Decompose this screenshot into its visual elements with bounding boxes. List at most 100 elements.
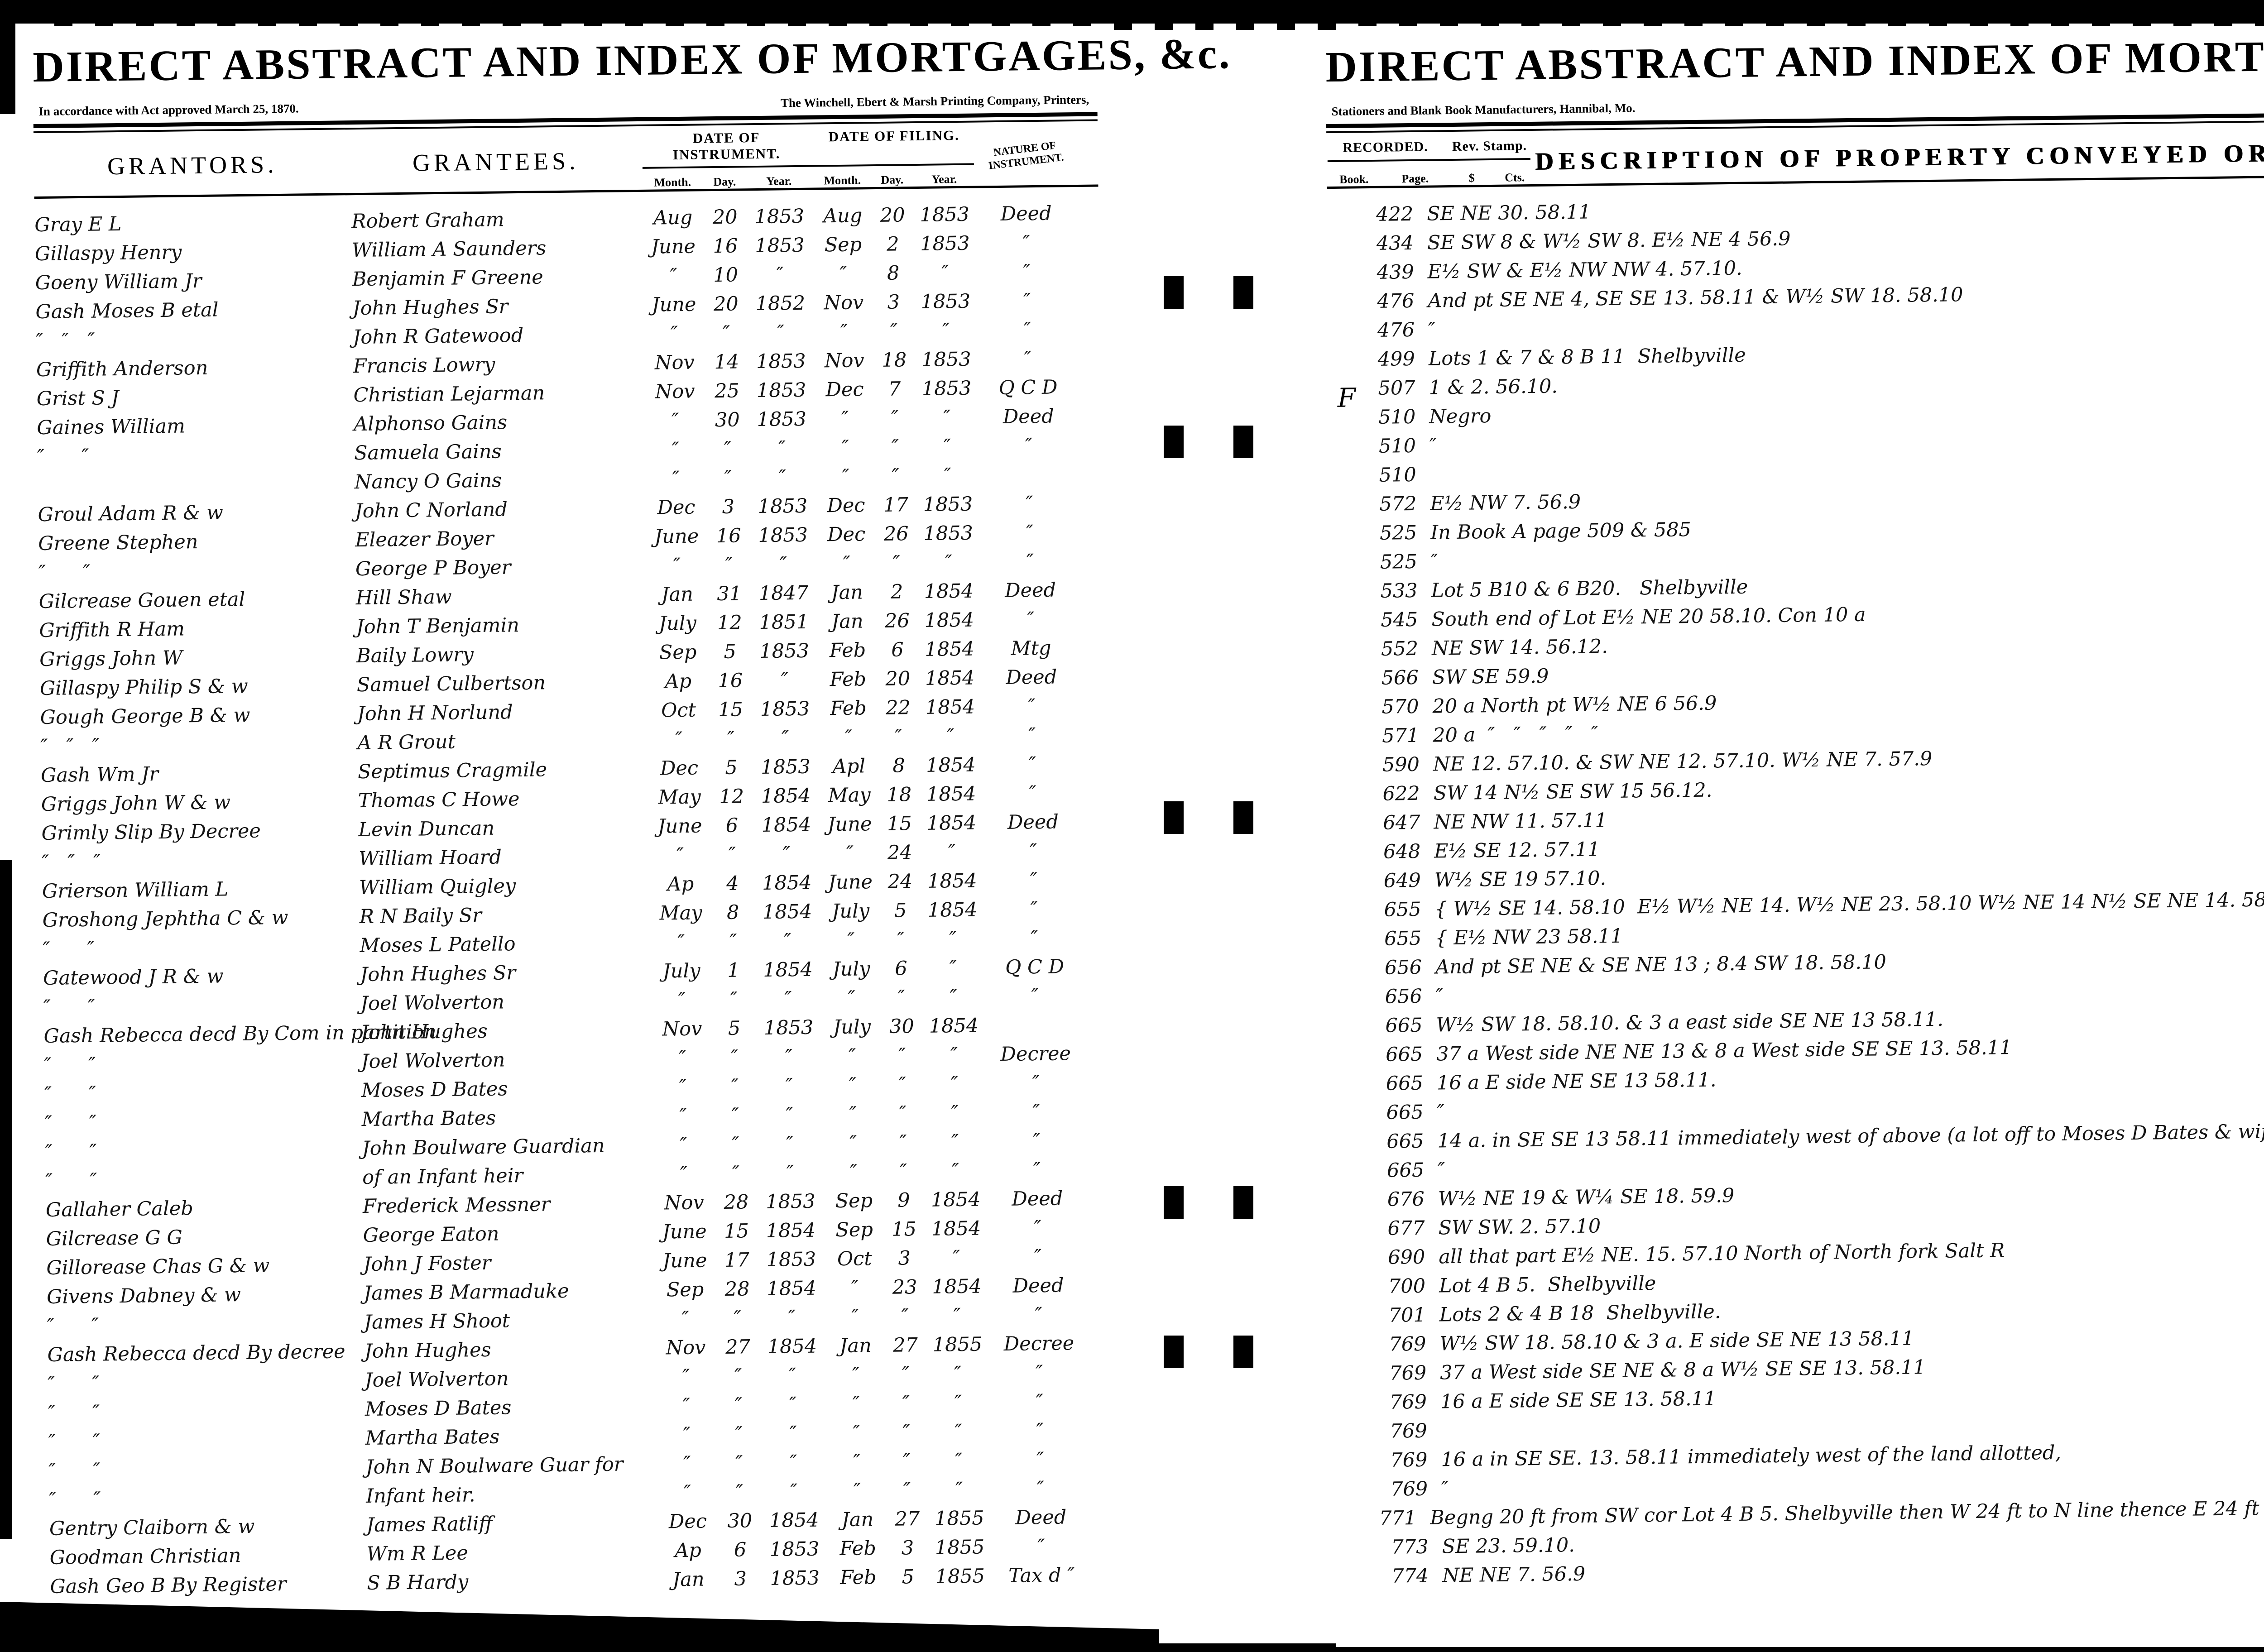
grantee-name: Samuela Gains <box>354 440 502 465</box>
filing-day: 15 <box>891 1218 917 1241</box>
record-page-number: 665 <box>1385 1043 1423 1066</box>
nature-of-instrument: ″ <box>1024 347 1032 370</box>
filing-month: Sep <box>824 233 862 257</box>
record-page-number: 571 <box>1381 724 1420 747</box>
grantee-name: Hill Shaw <box>355 585 452 610</box>
punch-mark <box>1164 276 1184 309</box>
grantee-name: John Hughes Sr <box>360 962 516 986</box>
instrument-year: ″ <box>790 1451 797 1474</box>
scan-top-edge <box>0 0 2264 24</box>
filing-year: 1854 <box>925 695 975 719</box>
record-page-number: 572 <box>1379 492 1417 516</box>
column-header-date-filing: DATE OF FILING. <box>828 127 959 145</box>
instrument-year: 1853 <box>757 407 807 431</box>
filing-day: 20 <box>880 204 905 227</box>
record-page-number: 769 <box>1389 1390 1427 1414</box>
record-page-number: 622 <box>1382 782 1420 805</box>
instrument-month: Nov <box>654 351 695 374</box>
instrument-year: 1852 <box>755 292 806 316</box>
filing-year: ″ <box>955 1449 963 1472</box>
filing-month: ″ <box>841 407 849 430</box>
nature-of-instrument: Deed <box>1007 810 1059 834</box>
instrument-year: ″ <box>778 437 786 460</box>
grantor-name: ″ ″ ″ <box>41 850 101 874</box>
grantee-name: Wm R Lee <box>366 1542 469 1566</box>
nature-of-instrument: Deed <box>1002 405 1054 428</box>
grantor-name: Gillaspy Henry <box>34 241 182 266</box>
nature-of-instrument: Decree <box>1003 1332 1074 1355</box>
instrument-month: ″ <box>672 438 680 461</box>
punch-mark <box>1164 801 1184 834</box>
filing-year: 1854 <box>932 1275 982 1298</box>
grantee-name: Septimus Cragmile <box>357 758 547 784</box>
grantee-name: John H Norlund <box>357 701 513 726</box>
instrument-month: Nov <box>664 1191 705 1215</box>
grantee-name: Benjamin F Greene <box>352 266 544 291</box>
grantee-name: James Ratliff <box>366 1512 493 1537</box>
instrument-day: ″ <box>731 1104 739 1127</box>
grantee-name: Martha Bates <box>365 1425 500 1450</box>
instrument-day: 8 <box>726 901 739 924</box>
filing-month: Dec <box>825 378 864 402</box>
nature-of-instrument: Decree <box>1000 1042 1071 1066</box>
filing-day: 5 <box>894 899 907 922</box>
nature-of-instrument: Q C D <box>998 376 1058 399</box>
subheader-year: Year. <box>766 174 792 188</box>
instrument-month: ″ <box>677 930 685 954</box>
instrument-day: 17 <box>724 1249 749 1272</box>
nature-of-instrument: ″ <box>1036 1390 1044 1413</box>
nature-of-instrument: Mtg <box>1011 637 1051 660</box>
punch-mark <box>1233 276 1253 309</box>
instrument-day: ″ <box>730 1046 739 1069</box>
grantor-name: Griggs John W & w <box>41 791 231 816</box>
grantor-name: Groshong Jephtha C & w <box>42 906 288 932</box>
instrument-month: June <box>662 1249 707 1273</box>
instrument-month: Oct <box>661 699 696 722</box>
filing-day: 30 <box>889 1015 915 1038</box>
record-page-number: 656 <box>1385 985 1423 1008</box>
record-page-number: 525 <box>1379 521 1417 545</box>
subheader-month: Month. <box>654 175 691 189</box>
filing-month: ″ <box>849 1131 857 1154</box>
record-page-number: 676 <box>1387 1188 1425 1211</box>
column-header-dates: DATE OF INSTRUMENT. DATE OF FILING. Mont… <box>640 127 976 190</box>
nature-of-instrument: ″ <box>1029 840 1037 863</box>
nature-of-instrument: ″ <box>1033 1130 1041 1153</box>
column-header-grantees: GRANTEES. <box>412 147 579 177</box>
nature-of-instrument: ″ <box>1023 260 1031 283</box>
instrument-day: 16 <box>718 669 743 693</box>
grantor-name: ″ ″ <box>44 1053 96 1077</box>
subheader-book: Book. <box>1339 172 1369 186</box>
grantor-name: ″ ″ <box>48 1401 100 1424</box>
grantor-name: Grimly Slip By Decree <box>41 819 261 845</box>
filing-day: 3 <box>887 291 900 314</box>
filing-year: 1854 <box>926 782 976 806</box>
filing-day: ″ <box>902 1392 910 1415</box>
filing-year: ″ <box>953 1304 961 1327</box>
instrument-year: 1853 <box>759 639 810 663</box>
instrument-day: 12 <box>719 785 744 809</box>
filing-day: 2 <box>890 580 903 603</box>
instrument-day: 15 <box>724 1220 749 1243</box>
instrument-month: Nov <box>662 1017 702 1041</box>
nature-of-instrument: ″ <box>1036 1448 1044 1471</box>
filing-month: ″ <box>846 842 854 865</box>
date-header-underline <box>642 163 974 169</box>
filing-month: Feb <box>839 1566 877 1590</box>
nature-of-instrument: Deed <box>1006 666 1057 689</box>
page-title: DIRECT ABSTRACT AND INDEX OF MORTGAGES, … <box>32 29 1232 91</box>
record-page-number: 769 <box>1390 1477 1428 1501</box>
record-page-number: 545 <box>1380 608 1418 632</box>
instrument-month: May <box>659 901 702 925</box>
punch-mark <box>1164 426 1184 458</box>
grantor-name: Gilcrease Gouen etal <box>38 588 245 613</box>
grantee-name: Alphonso Gains <box>354 411 508 436</box>
filing-day: ″ <box>902 1421 910 1444</box>
filing-month: ″ <box>840 320 848 343</box>
instrument-month: ″ <box>671 409 679 432</box>
instrument-month: ″ <box>678 988 686 1012</box>
filing-day: ″ <box>891 407 899 430</box>
page-title: DIRECT ABSTRACT AND INDEX OF MORTGAGES, … <box>1325 29 2264 91</box>
column-header-grantors: GRANTORS. <box>107 151 278 180</box>
record-page-number: 665 <box>1386 1159 1425 1182</box>
